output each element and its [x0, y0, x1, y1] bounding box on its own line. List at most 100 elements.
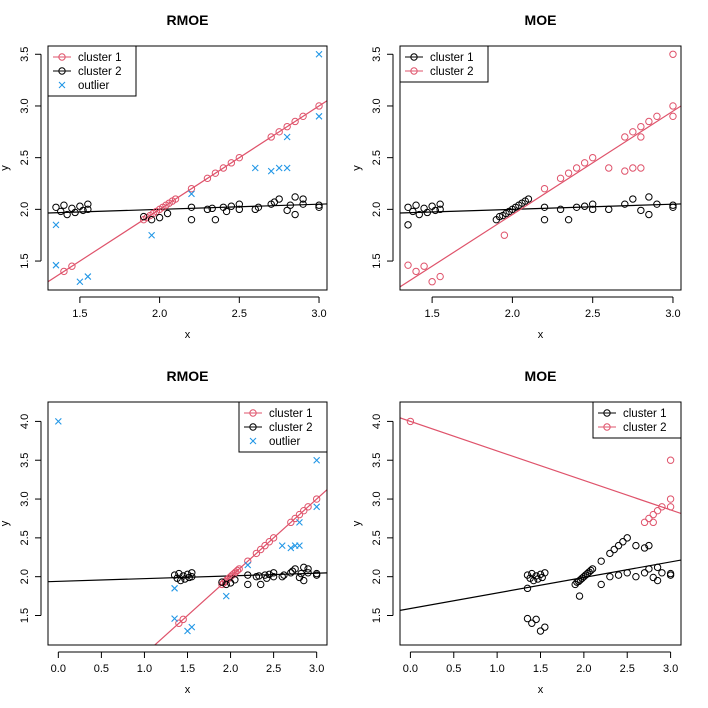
point-outlier	[52, 261, 60, 269]
point-cluster-1	[653, 576, 662, 585]
point-cluster-2	[263, 574, 271, 582]
point-cluster-2	[222, 580, 230, 589]
plot-frame	[47, 45, 328, 291]
legend-box	[592, 401, 682, 439]
point-outlier	[188, 190, 195, 198]
point-cluster-1	[256, 545, 265, 554]
point-outlier	[296, 518, 303, 526]
point-outlier	[222, 592, 230, 600]
point-cluster-2	[291, 193, 299, 201]
point-outlier	[283, 133, 291, 141]
point-cluster-2	[60, 201, 68, 209]
y-tick-label: 2.5	[19, 150, 31, 165]
point-cluster-2	[147, 215, 156, 224]
point-cluster-1	[645, 193, 653, 201]
panel-2: MOE 1.5 2.0 2.5 3.0 x 1.5 2.0 2.5 3.0 3.5 y cluster …	[351, 12, 682, 341]
y-axis: 1.5 2.0 2.5 3.0 3.5 4.0 y	[351, 414, 394, 623]
point-cluster-2	[300, 576, 308, 585]
x-axis-label: x	[185, 684, 191, 696]
point-cluster-2	[666, 456, 675, 464]
point-cluster-2	[244, 571, 252, 579]
point-cluster-2	[218, 578, 226, 586]
point-cluster-2	[244, 580, 252, 589]
x-tick-label: 2.5	[232, 308, 247, 320]
point-cluster-2	[404, 261, 412, 269]
legend: cluster 1 cluster 2	[399, 45, 489, 83]
point-cluster-2	[428, 278, 436, 286]
point-cluster-2	[658, 503, 666, 511]
y-axis-label: y	[351, 165, 363, 171]
point-cluster-1	[428, 202, 436, 210]
legend-label-outlier: outlier	[269, 436, 300, 448]
point-cluster-1	[436, 205, 444, 214]
point-cluster-2	[580, 159, 589, 167]
y-axis-label: y	[0, 165, 11, 171]
legend-key-outlier	[249, 437, 257, 445]
point-cluster-2	[84, 200, 92, 208]
point-cluster-1	[415, 210, 423, 219]
point-cluster-2	[649, 510, 657, 519]
point-cluster-1	[60, 267, 68, 276]
legend-label-cluster-2: cluster 2	[269, 422, 312, 434]
point-cluster-1	[606, 572, 614, 581]
fit-line-cluster-2	[400, 105, 681, 288]
point-cluster-2	[669, 50, 677, 58]
legend-key-cluster-2	[598, 423, 616, 431]
point-cluster-2	[653, 506, 662, 515]
y-axis-label: y	[0, 520, 11, 526]
point-cluster-2	[297, 569, 305, 578]
point-cluster-1	[614, 571, 623, 579]
point-cluster-1	[275, 128, 283, 136]
x-tick-label: 3.0	[311, 308, 326, 320]
x-axis: 0.0 0.5 1.0 1.5 2.0 2.5 3.0 x	[51, 651, 324, 696]
point-outlier	[278, 542, 286, 550]
point-cluster-2	[540, 184, 549, 193]
point-cluster-2	[588, 153, 597, 162]
point-cluster-1	[614, 541, 623, 550]
point-cluster-1	[580, 202, 589, 210]
point-cluster-2	[222, 207, 231, 216]
point-cluster-1	[235, 565, 243, 573]
point-cluster-1	[211, 169, 220, 177]
point-cluster-1	[619, 538, 627, 546]
point-cluster-2	[203, 205, 212, 214]
point-cluster-2	[288, 567, 297, 575]
point-cluster-1	[283, 122, 291, 131]
legend: cluster 1 cluster 2 outlier	[47, 45, 137, 97]
point-cluster-1	[588, 200, 597, 208]
x-tick-label: 0.5	[446, 663, 461, 675]
plot-frame	[47, 401, 328, 646]
point-outlier	[283, 164, 291, 172]
point-cluster-1	[295, 510, 304, 519]
point-cluster-2	[295, 573, 304, 582]
point-cluster-1	[610, 545, 618, 554]
point-cluster-2	[275, 195, 283, 203]
point-cluster-2	[79, 206, 87, 215]
point-outlier	[148, 231, 156, 239]
point-cluster-2	[629, 128, 637, 136]
y-tick-label: 3.5	[19, 47, 31, 62]
point-cluster-2	[265, 570, 274, 579]
point-cluster-1	[587, 566, 595, 575]
y-tick-label: 2.5	[371, 150, 383, 165]
point-cluster-2	[605, 164, 613, 172]
point-cluster-2	[640, 518, 649, 527]
point-cluster-2	[291, 210, 299, 219]
point-cluster-2	[304, 569, 312, 577]
y-tick-label: 2.0	[19, 569, 31, 584]
point-cluster-2	[175, 569, 183, 578]
point-outlier	[188, 623, 196, 631]
x-tick-label: 0.0	[51, 663, 66, 675]
point-cluster-1	[412, 201, 420, 209]
legend-key-cluster-1	[53, 53, 71, 61]
x-tick-label: 2.5	[585, 308, 600, 320]
point-cluster-1	[541, 569, 549, 577]
y-axis-label: y	[351, 520, 363, 526]
point-outlier	[171, 584, 178, 592]
y-tick-label: 3.0	[371, 98, 383, 113]
point-outlier	[275, 164, 283, 172]
x-tick-label: 0.0	[403, 663, 418, 675]
point-cluster-2	[406, 417, 415, 426]
point-cluster-1	[219, 164, 228, 172]
